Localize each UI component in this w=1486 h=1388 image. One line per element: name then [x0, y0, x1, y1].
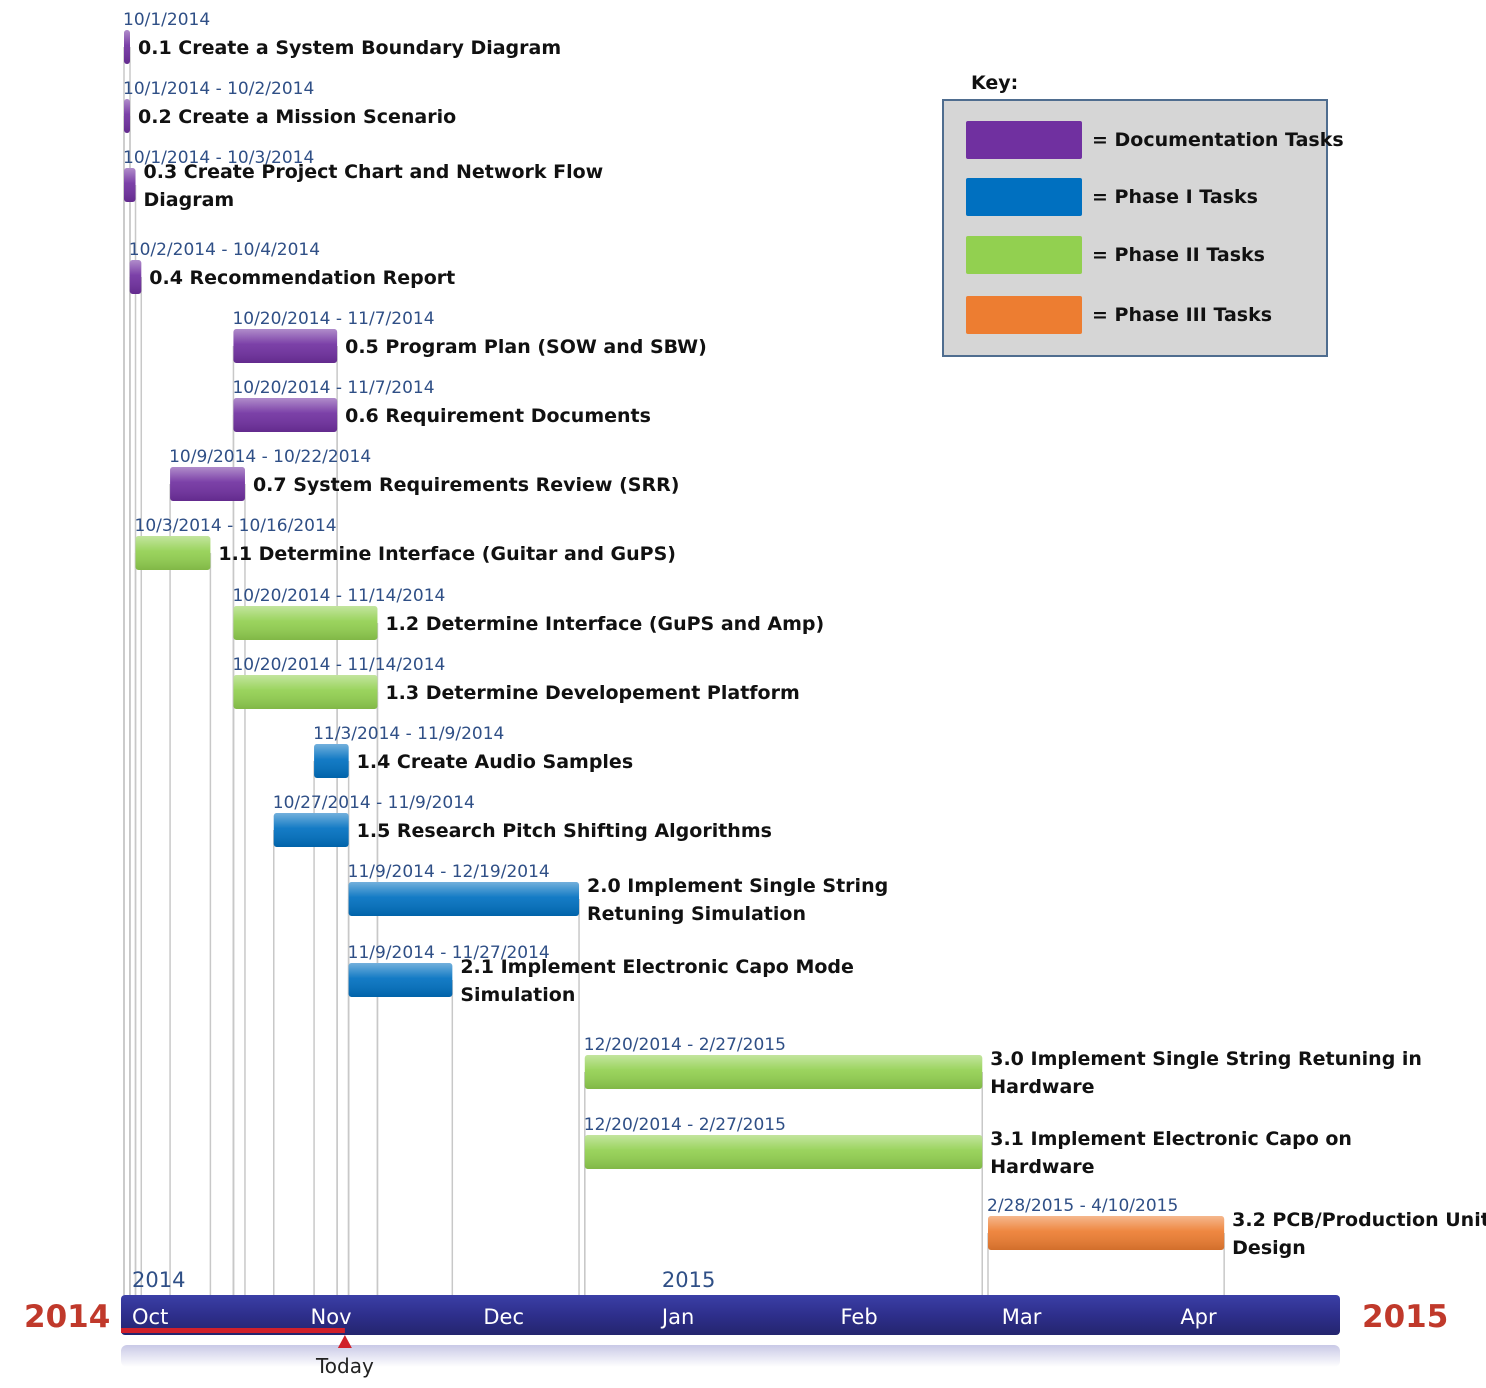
task-name-label: 1.5 Research Pitch Shifting Algorithms — [357, 820, 772, 842]
legend-item-phase-3: = Phase III Tasks — [966, 296, 1272, 334]
task-bar-gloss — [124, 30, 130, 64]
task-name-label: 0.7 System Requirements Review (SRR) — [253, 474, 679, 496]
legend-item-documentation: = Documentation Tasks — [966, 121, 1344, 159]
year-marker-label: 2014 — [132, 1268, 185, 1292]
end-year-label: 2015 — [1362, 1299, 1448, 1335]
task-date-label: 10/9/2014 - 10/22/2014 — [169, 447, 371, 467]
task-date-label: 2/28/2015 - 4/10/2015 — [987, 1196, 1178, 1216]
month-label: Jan — [660, 1305, 694, 1329]
task-bar-gloss — [584, 1055, 983, 1089]
legend-item-phase-1: = Phase I Tasks — [966, 178, 1258, 216]
month-label: Nov — [311, 1305, 352, 1329]
task-name-label-line2: Hardware — [990, 1076, 1094, 1098]
task-name-label: 3.2 PCB/Production Unit — [1232, 1209, 1486, 1231]
legend-swatch-phase-1 — [966, 178, 1082, 216]
month-label: Feb — [840, 1305, 877, 1329]
task-bar-gloss — [129, 260, 142, 294]
task-name-label: 2.1 Implement Electronic Capo Mode — [460, 956, 854, 978]
timeline-bar — [121, 1295, 1340, 1335]
task-name-label: 0.6 Requirement Documents — [345, 405, 651, 427]
task-date-label: 10/20/2014 - 11/7/2014 — [232, 378, 434, 398]
task-name-label: 3.0 Implement Single String Retuning in — [990, 1048, 1422, 1070]
today-label: Today — [315, 1354, 374, 1378]
task-name-label: 0.3 Create Project Chart and Network Flo… — [144, 161, 604, 183]
legend-swatch-phase-2 — [966, 236, 1082, 274]
task-date-label: 10/20/2014 - 11/7/2014 — [232, 309, 434, 329]
today-marker-icon — [337, 1335, 352, 1348]
task-bar-gloss — [233, 675, 378, 709]
task-bar-gloss — [314, 744, 349, 778]
task-bars: 10/1/2014 0.1 Create a System Boundary Di… — [123, 10, 1486, 1259]
task-bar-gloss — [233, 606, 378, 640]
legend: = Documentation Tasks = Phase I Tasks = … — [942, 99, 1344, 357]
task-bar-gloss — [273, 813, 349, 847]
task-name-label-line2: Diagram — [144, 189, 235, 211]
task-bar-gloss — [233, 398, 338, 432]
legend-label-phase-2: = Phase II Tasks — [1092, 244, 1265, 266]
task-name-label-line2: Hardware — [990, 1156, 1094, 1178]
task-date-label: 11/3/2014 - 11/9/2014 — [313, 724, 504, 744]
task-name-label-line2: Design — [1232, 1237, 1306, 1259]
task-name-label: 3.1 Implement Electronic Capo on — [990, 1128, 1352, 1150]
task-date-label: 10/3/2014 - 10/16/2014 — [135, 516, 337, 536]
task-bar-gloss — [988, 1216, 1225, 1250]
task-bar-gloss — [135, 536, 211, 570]
legend-label-phase-1: = Phase I Tasks — [1092, 186, 1258, 208]
task-name-label: 1.3 Determine Developement Platform — [385, 682, 799, 704]
legend-swatch-documentation — [966, 121, 1082, 159]
legend-label-documentation: = Documentation Tasks — [1092, 129, 1344, 151]
legend-label-phase-3: = Phase III Tasks — [1092, 304, 1273, 326]
task-name-label: 0.1 Create a System Boundary Diagram — [138, 37, 561, 59]
month-label: Oct — [132, 1305, 168, 1329]
guide-lines — [123, 47, 1225, 1295]
legend-title: Key: — [971, 72, 1019, 94]
year-marker-label: 2015 — [662, 1268, 715, 1292]
task-name-label: 0.2 Create a Mission Scenario — [138, 106, 456, 128]
task-name-label: 2.0 Implement Single String — [587, 875, 888, 897]
task-date-label: 10/1/2014 — [123, 10, 210, 30]
task-name-label-line2: Retuning Simulation — [587, 903, 806, 925]
month-label: Mar — [1002, 1305, 1042, 1329]
task-bar-gloss — [233, 329, 338, 363]
task-date-label: 10/1/2014 - 10/3/2014 — [123, 148, 314, 168]
task-date-label: 11/9/2014 - 11/27/2014 — [348, 943, 550, 963]
task-date-label: 10/1/2014 - 10/2/2014 — [123, 79, 314, 99]
task-bar-gloss — [584, 1135, 983, 1169]
task-name-label-line2: Simulation — [460, 984, 575, 1006]
task-date-label: 12/20/2014 - 2/27/2015 — [584, 1035, 786, 1055]
task-bar-gloss — [348, 882, 580, 916]
task-bar-gloss — [124, 168, 136, 202]
task-bar-gloss — [170, 467, 245, 501]
task-name-label: 1.4 Create Audio Samples — [357, 751, 634, 773]
legend-item-phase-2: = Phase II Tasks — [966, 236, 1265, 274]
axis-reflection — [121, 1345, 1340, 1367]
month-label: Apr — [1180, 1305, 1217, 1329]
timeline-axis: Oct Nov Dec Jan Feb Mar Apr 2014 2015 2014 2015 Tod… — [24, 1268, 1448, 1378]
task-name-label: 1.2 Determine Interface (GuPS and Amp) — [385, 613, 824, 635]
task-name-label: 0.4 Recommendation Report — [149, 267, 455, 289]
task-date-label: 10/27/2014 - 11/9/2014 — [273, 793, 475, 813]
task-name-label: 1.1 Determine Interface (Guitar and GuPS… — [218, 543, 676, 565]
today-progress — [121, 1328, 345, 1333]
task-bar-gloss — [124, 99, 130, 133]
task-date-label: 11/9/2014 - 12/19/2014 — [348, 862, 550, 882]
task-date-label: 10/20/2014 - 11/14/2014 — [232, 586, 445, 606]
task-bar-gloss — [348, 963, 453, 997]
legend-swatch-phase-3 — [966, 296, 1082, 334]
start-year-label: 2014 — [24, 1299, 110, 1335]
task-date-label: 12/20/2014 - 2/27/2015 — [584, 1115, 786, 1135]
month-label: Dec — [483, 1305, 524, 1329]
task-name-label: 0.5 Program Plan (SOW and SBW) — [345, 336, 707, 358]
task-date-label: 10/2/2014 - 10/4/2014 — [129, 240, 320, 260]
task-date-label: 10/20/2014 - 11/14/2014 — [232, 655, 445, 675]
